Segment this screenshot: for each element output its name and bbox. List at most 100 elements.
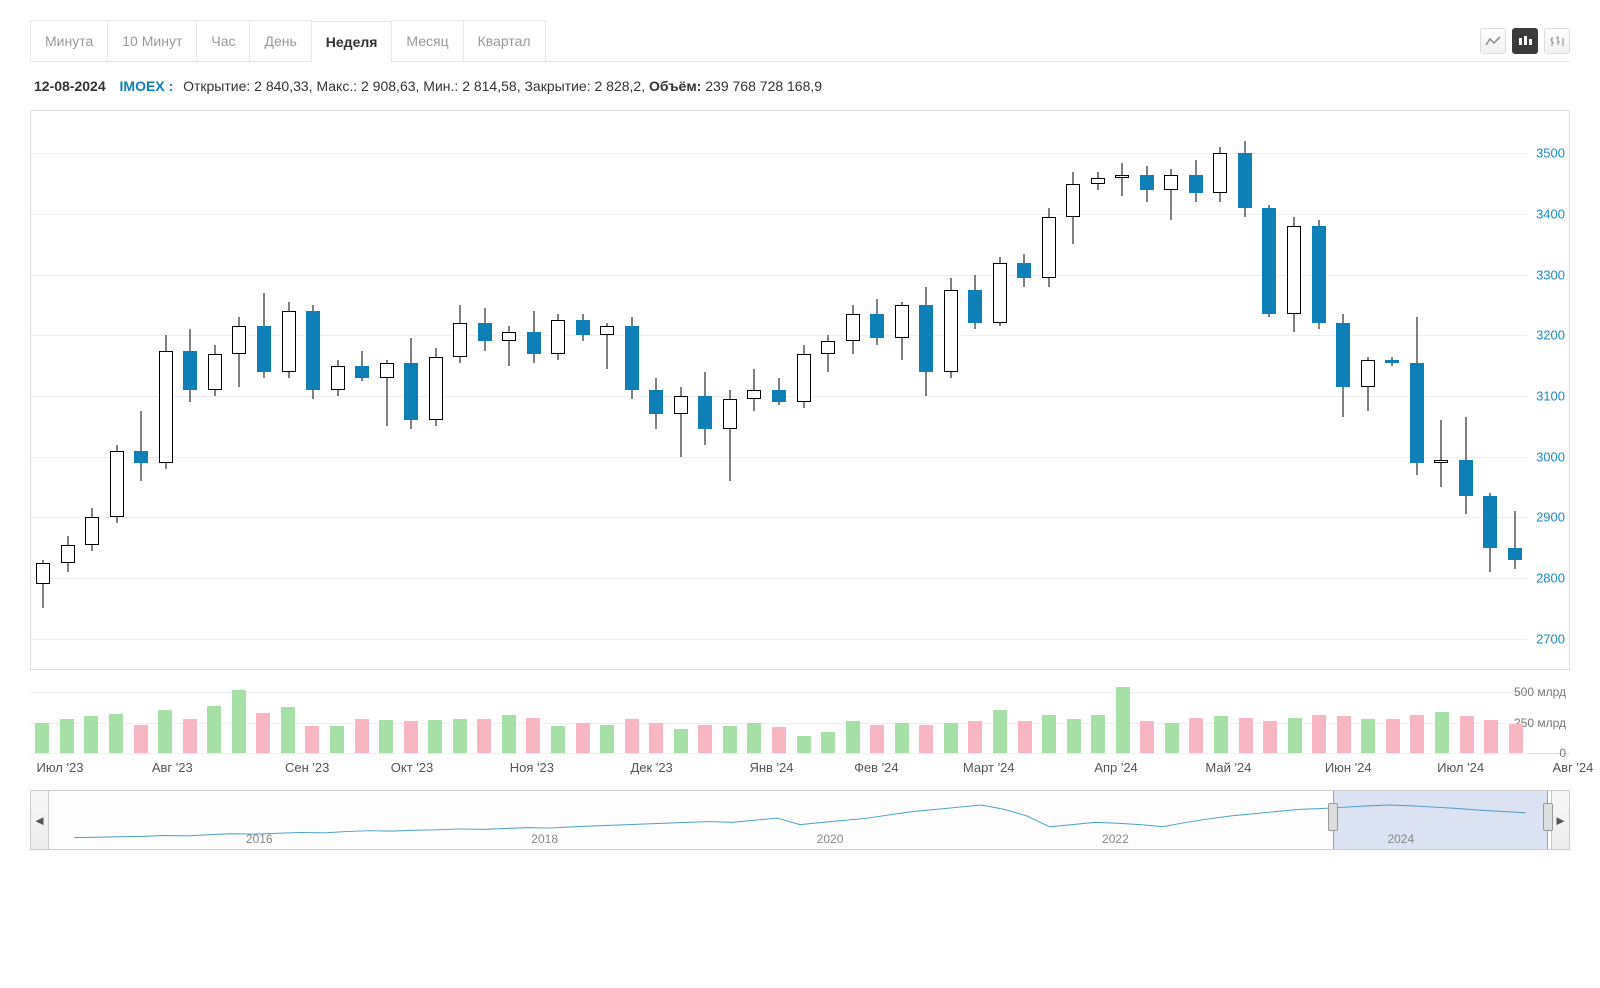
timeframe-tab[interactable]: Квартал (464, 20, 546, 62)
candle (944, 111, 958, 669)
candle (1238, 111, 1252, 669)
volume-bar (60, 719, 74, 753)
candle (183, 111, 197, 669)
volume-bar (1509, 724, 1523, 753)
candle (870, 111, 884, 669)
range-year-label: 2018 (531, 832, 558, 846)
candle (1434, 111, 1448, 669)
candle (772, 111, 786, 669)
range-selection[interactable] (1333, 791, 1548, 849)
candle (797, 111, 811, 669)
x-axis-label: Май '24 (1205, 760, 1251, 775)
info-volume: Объём: 239 768 728 168,9 (649, 78, 822, 94)
chart-mode-candle-icon[interactable] (1512, 28, 1538, 54)
volume-bar (870, 725, 884, 753)
x-axis-label: Март '24 (963, 760, 1015, 775)
y-axis-label: 3500 (1536, 146, 1565, 161)
volume-bar (747, 723, 761, 753)
volume-bar (1386, 719, 1400, 753)
toolbar: Минута10 МинутЧасДеньНеделяМесяцКвартал (30, 20, 1570, 62)
range-scroll-left-button[interactable]: ◄ (31, 791, 49, 849)
candle (208, 111, 222, 669)
volume-bar (1361, 719, 1375, 753)
candle (576, 111, 590, 669)
candle (747, 111, 761, 669)
y-axis-label: 3200 (1536, 328, 1565, 343)
candle (355, 111, 369, 669)
volume-bar (232, 690, 246, 753)
volume-bar (723, 726, 737, 753)
candle (1459, 111, 1473, 669)
x-axis-label: Авг '24 (1553, 760, 1594, 775)
volume-bar (404, 721, 418, 753)
volume-bar (895, 723, 909, 753)
candle (1385, 111, 1399, 669)
candle (846, 111, 860, 669)
timeframe-tabs: Минута10 МинутЧасДеньНеделяМесяцКвартал (30, 20, 546, 62)
candle (404, 111, 418, 669)
volume-bar (1067, 719, 1081, 753)
y-axis-label: 3000 (1536, 449, 1565, 464)
volume-bar (919, 725, 933, 753)
volume-bar (526, 718, 540, 753)
x-axis-label: Апр '24 (1094, 760, 1138, 775)
gridline (30, 692, 1528, 693)
candle (85, 111, 99, 669)
y-axis-label: 2800 (1536, 571, 1565, 586)
volume-bar (379, 720, 393, 753)
volume-bar (1435, 712, 1449, 753)
volume-bar (846, 721, 860, 753)
x-axis-label: Сен '23 (285, 760, 329, 775)
volume-bar (797, 736, 811, 753)
volume-chart[interactable]: 0250 млрд500 млрд (30, 686, 1570, 754)
range-handle-left[interactable] (1328, 803, 1338, 831)
chart-mode-ohlc-icon[interactable] (1544, 28, 1570, 54)
volume-bar (1263, 721, 1277, 753)
volume-bar (772, 727, 786, 753)
candle (1483, 111, 1497, 669)
chart-mode-line-icon[interactable] (1480, 28, 1506, 54)
volume-bar (428, 720, 442, 753)
info-open: Открытие: 2 840,33, (183, 78, 316, 94)
candle (625, 111, 639, 669)
candle (1361, 111, 1375, 669)
candle (649, 111, 663, 669)
timeframe-tab[interactable]: Час (197, 20, 250, 62)
range-slider[interactable]: ◄ ► 20162018202020222024 (30, 790, 1570, 850)
volume-bar (305, 726, 319, 753)
y-axis-label: 2900 (1536, 510, 1565, 525)
volume-bar (968, 721, 982, 753)
candle (36, 111, 50, 669)
candle (306, 111, 320, 669)
candle (134, 111, 148, 669)
y-axis-label: 3400 (1536, 207, 1565, 222)
x-axis-label: Янв '24 (749, 760, 793, 775)
price-chart[interactable]: 270028002900300031003200330034003500 (30, 110, 1570, 670)
range-scroll-right-button[interactable]: ► (1551, 791, 1569, 849)
timeframe-tab[interactable]: Месяц (392, 20, 463, 62)
volume-bar (158, 710, 172, 753)
volume-bar (134, 725, 148, 753)
timeframe-tab[interactable]: 10 Минут (108, 20, 197, 62)
volume-bar (625, 719, 639, 753)
range-year-label: 2024 (1387, 832, 1414, 846)
x-axis-label: Июн '24 (1325, 760, 1372, 775)
volume-bar (256, 713, 270, 753)
candle (993, 111, 1007, 669)
range-handle-right[interactable] (1543, 803, 1553, 831)
volume-bar (84, 716, 98, 753)
candle (232, 111, 246, 669)
candle (1213, 111, 1227, 669)
candle (1287, 111, 1301, 669)
volume-bar (453, 719, 467, 753)
timeframe-tab[interactable]: Неделя (312, 21, 393, 63)
candle (600, 111, 614, 669)
volume-bar (207, 706, 221, 754)
volume-bar (1312, 715, 1326, 753)
candle (1410, 111, 1424, 669)
x-axis-label: Авг '23 (152, 760, 193, 775)
volume-bar (821, 732, 835, 753)
timeframe-tab[interactable]: День (250, 20, 311, 62)
timeframe-tab[interactable]: Минута (30, 20, 108, 62)
volume-bar (1410, 715, 1424, 753)
